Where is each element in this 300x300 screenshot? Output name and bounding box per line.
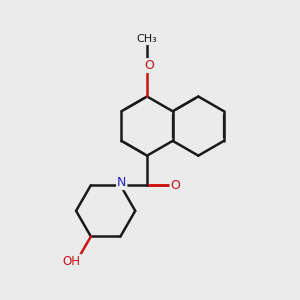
Text: CH₃: CH₃ xyxy=(137,34,158,44)
Text: N: N xyxy=(117,176,126,189)
Text: O: O xyxy=(170,179,180,192)
Text: O: O xyxy=(145,59,154,72)
Text: OH: OH xyxy=(63,255,81,268)
